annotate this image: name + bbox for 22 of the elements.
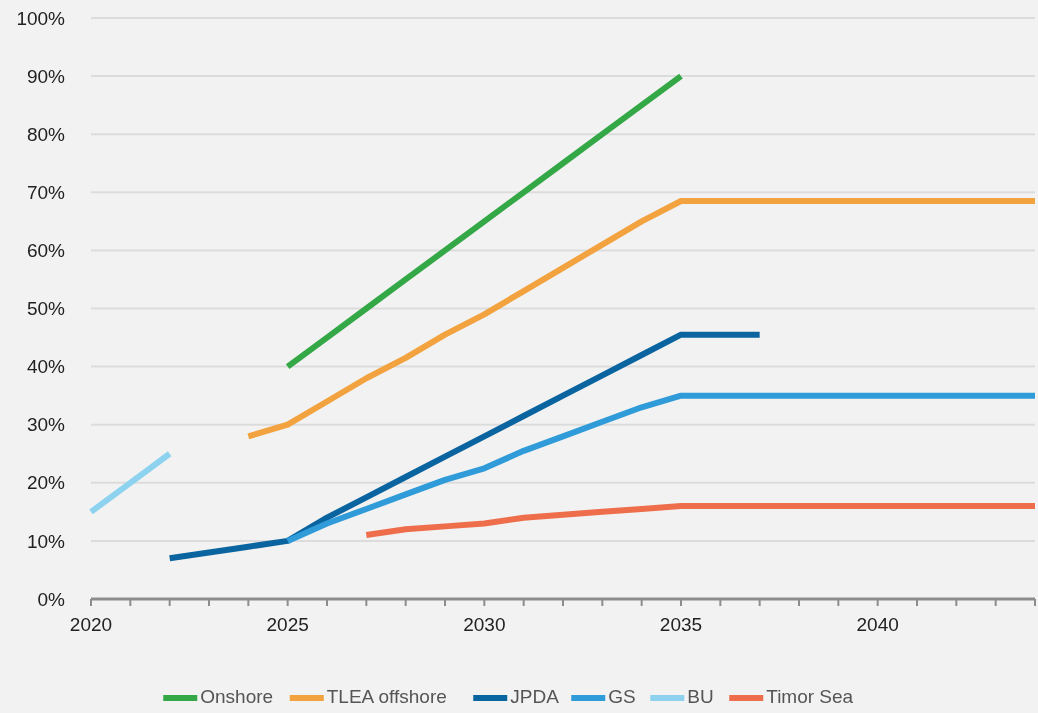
y-tick-label: 30% — [26, 414, 66, 436]
x-tick-label: 2035 — [659, 614, 703, 635]
y-tick-label: 70% — [26, 181, 66, 203]
y-tick-label: 50% — [26, 298, 66, 320]
legend-label: GS — [608, 686, 636, 707]
x-tick-label: 2030 — [463, 614, 506, 635]
y-tick-label: 10% — [26, 530, 66, 552]
legend-label: Onshore — [200, 686, 274, 707]
x-tick-label: 2040 — [856, 614, 899, 635]
y-tick-label: 80% — [26, 123, 66, 145]
legend-label: Timor Sea — [766, 686, 854, 707]
y-tick-label: 0% — [37, 588, 66, 610]
x-tick-label: 2020 — [69, 614, 113, 635]
y-tick-label: 20% — [26, 472, 66, 494]
legend-label: BU — [687, 686, 714, 707]
y-tick-label: 60% — [26, 240, 66, 262]
y-tick-label: 40% — [26, 356, 66, 378]
x-tick-label: 2025 — [266, 614, 309, 635]
y-tick-label: 100% — [16, 7, 66, 29]
legend-label: JPDA — [510, 686, 560, 707]
legend-label: TLEA offshore — [326, 686, 447, 707]
y-tick-label: 90% — [26, 65, 66, 87]
